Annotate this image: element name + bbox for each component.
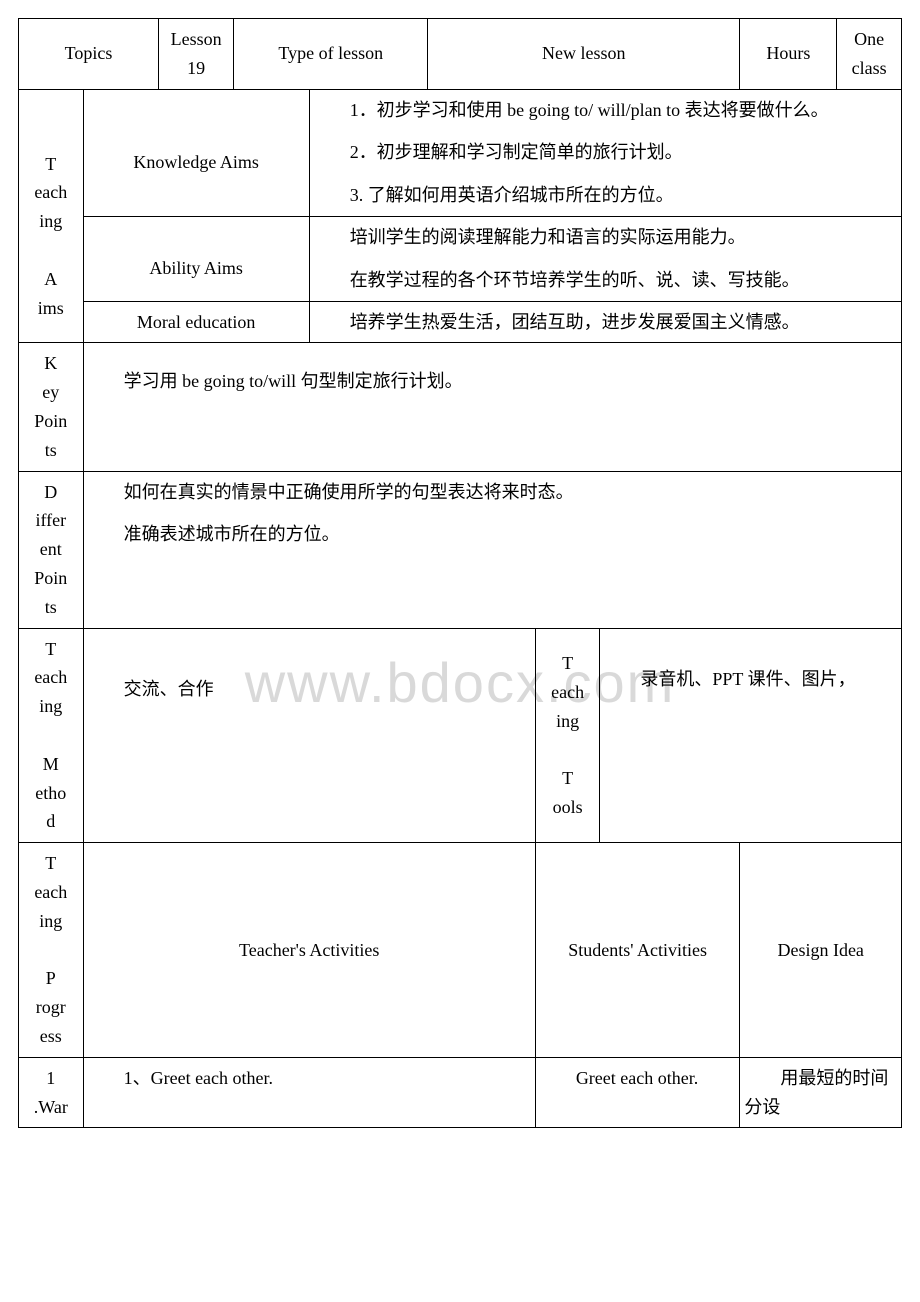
lesson-value: Lesson 19 — [158, 19, 233, 90]
key-points-row: KeyPoints 学习用 be going to/will 句型制定旅行计划。 — [19, 343, 902, 471]
ability-item-2: 在教学过程的各个环节培养学生的听、说、读、写技能。 — [314, 266, 897, 295]
different-points-label: DifferentPoints — [19, 471, 84, 628]
different-points-content: 如何在真实的情景中正确使用所学的句型表达将来时态。 准确表述城市所在的方位。 — [83, 471, 901, 628]
teaching-method-row: TeachingMethod 交流、合作 TeachingTools 录音机、P… — [19, 628, 902, 843]
ability-aims-label: Ability Aims — [83, 216, 309, 301]
different-points-row: DifferentPoints 如何在真实的情景中正确使用所学的句型表达将来时态… — [19, 471, 902, 628]
header-row: Topics Lesson 19 Type of lesson New less… — [19, 19, 902, 90]
topics-label: Topics — [19, 19, 159, 90]
warm-row: 1.War 1、Greet each other. Greet each oth… — [19, 1057, 902, 1128]
type-value: New lesson — [428, 19, 740, 90]
moral-education-row: Moral education 培养学生热爱生活，团结互助，进步发展爱国主义情感… — [19, 301, 902, 343]
type-label: Type of lesson — [234, 19, 428, 90]
students-activities-label: Students' Activities — [535, 843, 740, 1058]
knowledge-item-2: 2．初步理解和学习制定简单的旅行计划。 — [314, 138, 897, 167]
moral-education-content: 培养学生热爱生活，团结互助，进步发展爱国主义情感。 — [309, 301, 901, 343]
ability-item-1: 培训学生的阅读理解能力和语言的实际运用能力。 — [314, 223, 897, 252]
hours-value: One class — [837, 19, 902, 90]
ability-aims-row: Ability Aims 培训学生的阅读理解能力和语言的实际运用能力。 在教学过… — [19, 216, 902, 301]
lesson-plan-table-wrapper: Topics Lesson 19 Type of lesson New less… — [18, 18, 902, 1128]
key-points-label: KeyPoints — [19, 343, 84, 471]
moral-education-label: Moral education — [83, 301, 309, 343]
warm-students: Greet each other. — [535, 1057, 740, 1128]
teaching-tools-label: TeachingTools — [535, 628, 600, 843]
teaching-method-content: 交流、合作 — [83, 628, 535, 843]
teaching-progress-row: TeachingProgress Teacher's Activities St… — [19, 843, 902, 1058]
teaching-method-label: TeachingMethod — [19, 628, 84, 843]
knowledge-aims-row: TeachingAims Knowledge Aims 1．初步学习和使用 be… — [19, 89, 902, 216]
different-item-2: 准确表述城市所在的方位。 — [88, 520, 897, 549]
teaching-progress-label: TeachingProgress — [19, 843, 84, 1058]
knowledge-aims-content: 1．初步学习和使用 be going to/ will/plan to 表达将要… — [309, 89, 901, 216]
ability-aims-content: 培训学生的阅读理解能力和语言的实际运用能力。 在教学过程的各个环节培养学生的听、… — [309, 216, 901, 301]
knowledge-item-1: 1．初步学习和使用 be going to/ will/plan to 表达将要… — [314, 96, 897, 125]
lesson-plan-table: Topics Lesson 19 Type of lesson New less… — [18, 18, 902, 1128]
key-points-content: 学习用 be going to/will 句型制定旅行计划。 — [83, 343, 901, 471]
teaching-tools-content: 录音机、PPT 课件、图片， — [600, 628, 902, 843]
teaching-aims-label: TeachingAims — [19, 89, 84, 343]
warm-teacher: 1、Greet each other. — [83, 1057, 535, 1128]
warm-label: 1.War — [19, 1057, 84, 1128]
different-item-1: 如何在真实的情景中正确使用所学的句型表达将来时态。 — [88, 478, 897, 507]
warm-design: 用最短的时间分设 — [740, 1057, 902, 1128]
hours-label: Hours — [740, 19, 837, 90]
design-idea-label: Design Idea — [740, 843, 902, 1058]
knowledge-aims-label: Knowledge Aims — [83, 89, 309, 216]
teacher-activities-label: Teacher's Activities — [83, 843, 535, 1058]
knowledge-item-3: 3. 了解如何用英语介绍城市所在的方位。 — [314, 181, 897, 210]
